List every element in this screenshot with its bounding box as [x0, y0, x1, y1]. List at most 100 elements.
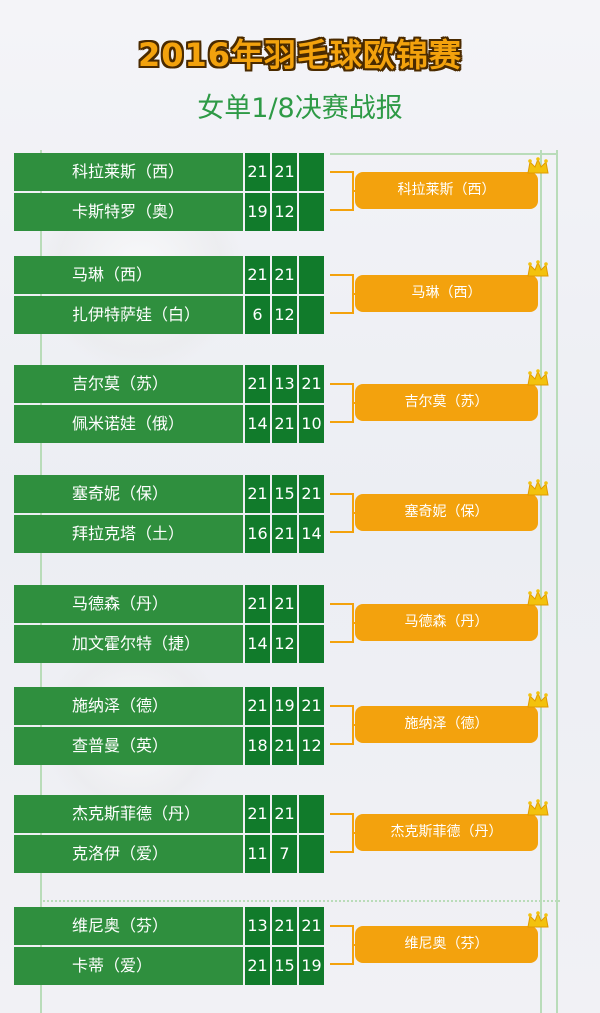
game-score — [299, 193, 324, 231]
bracket-connector — [330, 493, 354, 533]
page-subtitle: 女单1/8决赛战报 — [197, 93, 403, 124]
game-score: 21 — [299, 475, 324, 513]
game-score: 13 — [245, 907, 270, 945]
game-score: 21 — [245, 687, 270, 725]
winner-badge: 施纳泽（德） — [355, 706, 538, 743]
game-score: 21 — [272, 795, 297, 833]
player-name: 吉尔莫（苏） — [14, 365, 243, 403]
game-score: 15 — [272, 475, 297, 513]
bracket-connector — [330, 925, 354, 965]
player-row: 佩米诺娃（俄） 14 21 10 — [14, 405, 327, 443]
game-score: 10 — [299, 405, 324, 443]
player-row: 拜拉克塔（土） 16 21 14 — [14, 515, 327, 553]
game-score: 14 — [299, 515, 324, 553]
bracket-connector — [330, 383, 354, 423]
player-row: 卡斯特罗（奥） 19 12 — [14, 193, 327, 231]
crown-icon — [526, 589, 550, 607]
match-card: 马琳（西） 21 21 扎伊特萨娃（白） 6 12 马琳（西） — [14, 256, 599, 334]
player-row: 查普曼（英） 18 21 12 — [14, 727, 327, 765]
player-row: 卡蒂（爱） 21 15 19 — [14, 947, 327, 985]
winner-badge: 吉尔莫（苏） — [355, 384, 538, 421]
game-score: 21 — [272, 727, 297, 765]
game-score: 19 — [299, 947, 324, 985]
crown-icon — [526, 911, 550, 929]
player-row: 马德森（丹） 21 21 — [14, 585, 327, 623]
game-score: 14 — [245, 625, 270, 663]
game-score: 6 — [245, 296, 270, 334]
game-score: 19 — [245, 193, 270, 231]
winner-badge: 维尼奥（芬） — [355, 926, 538, 963]
player-name: 拜拉克塔（土） — [14, 515, 243, 553]
crown-icon — [526, 369, 550, 387]
game-score: 18 — [245, 727, 270, 765]
player-name: 查普曼（英） — [14, 727, 243, 765]
game-score: 21 — [245, 365, 270, 403]
player-name: 杰克斯菲德（丹） — [14, 795, 243, 833]
game-score: 15 — [272, 947, 297, 985]
player-row: 杰克斯菲德（丹） 21 21 — [14, 795, 327, 833]
player-name: 施纳泽（德） — [14, 687, 243, 725]
bracket-connector — [330, 603, 354, 643]
game-score: 19 — [272, 687, 297, 725]
player-row: 马琳（西） 21 21 — [14, 256, 327, 294]
game-score: 12 — [299, 727, 324, 765]
game-score: 21 — [245, 475, 270, 513]
bracket-connector — [330, 813, 354, 853]
game-score — [299, 835, 324, 873]
player-row: 克洛伊（爱） 11 7 — [14, 835, 327, 873]
game-score: 21 — [245, 585, 270, 623]
player-name: 加文霍尔特（捷） — [14, 625, 243, 663]
game-score: 21 — [272, 907, 297, 945]
player-row: 科拉莱斯（西） 21 21 — [14, 153, 327, 191]
game-score: 21 — [245, 795, 270, 833]
player-name: 科拉莱斯（西） — [14, 153, 243, 191]
bracket-connector — [330, 171, 354, 211]
game-score: 12 — [272, 625, 297, 663]
match-card: 塞奇妮（保） 21 15 21 拜拉克塔（土） 16 21 14 塞奇妮（保） — [14, 475, 599, 553]
frame-line — [40, 150, 42, 1013]
game-score: 12 — [272, 193, 297, 231]
game-score: 7 — [272, 835, 297, 873]
game-score: 16 — [245, 515, 270, 553]
bracket-connector — [330, 274, 354, 314]
player-name: 马德森（丹） — [14, 585, 243, 623]
match-card: 杰克斯菲德（丹） 21 21 克洛伊（爱） 11 7 杰克斯菲德（丹） — [14, 795, 599, 873]
player-name: 佩米诺娃（俄） — [14, 405, 243, 443]
page-title: 2016年羽毛球欧锦赛 — [137, 36, 463, 74]
player-name: 塞奇妮（保） — [14, 475, 243, 513]
game-score: 21 — [245, 153, 270, 191]
game-score: 11 — [245, 835, 270, 873]
game-score: 13 — [272, 365, 297, 403]
game-score: 14 — [245, 405, 270, 443]
game-score — [299, 296, 324, 334]
game-score: 21 — [272, 515, 297, 553]
crown-icon — [526, 479, 550, 497]
player-row: 扎伊特萨娃（白） 6 12 — [14, 296, 327, 334]
player-row: 施纳泽（德） 21 19 21 — [14, 687, 327, 725]
player-name: 扎伊特萨娃（白） — [14, 296, 243, 334]
player-name: 维尼奥（芬） — [14, 907, 243, 945]
player-row: 吉尔莫（苏） 21 13 21 — [14, 365, 327, 403]
player-name: 卡蒂（爱） — [14, 947, 243, 985]
match-card: 维尼奥（芬） 13 21 21 卡蒂（爱） 21 15 19 维尼奥（芬） — [14, 907, 599, 985]
game-score — [299, 625, 324, 663]
match-card: 马德森（丹） 21 21 加文霍尔特（捷） 14 12 马德森（丹） — [14, 585, 599, 663]
winner-badge: 马琳（西） — [355, 275, 538, 312]
game-score — [299, 585, 324, 623]
match-card: 科拉莱斯（西） 21 21 卡斯特罗（奥） 19 12 科拉莱斯（西） — [14, 153, 599, 231]
player-row: 维尼奥（芬） 13 21 21 — [14, 907, 327, 945]
game-score — [299, 153, 324, 191]
match-card: 吉尔莫（苏） 21 13 21 佩米诺娃（俄） 14 21 10 吉尔莫（苏） — [14, 365, 599, 443]
match-card: 施纳泽（德） 21 19 21 查普曼（英） 18 21 12 施纳泽（德） — [14, 687, 599, 765]
bracket-connector — [330, 705, 354, 745]
winner-badge: 塞奇妮（保） — [355, 494, 538, 531]
crown-icon — [526, 157, 550, 175]
player-name: 马琳（西） — [14, 256, 243, 294]
winner-badge: 马德森（丹） — [355, 604, 538, 641]
crown-icon — [526, 260, 550, 278]
game-score: 21 — [299, 687, 324, 725]
game-score — [299, 256, 324, 294]
winner-badge: 科拉莱斯（西） — [355, 172, 538, 209]
player-name: 卡斯特罗（奥） — [14, 193, 243, 231]
game-score: 21 — [272, 153, 297, 191]
